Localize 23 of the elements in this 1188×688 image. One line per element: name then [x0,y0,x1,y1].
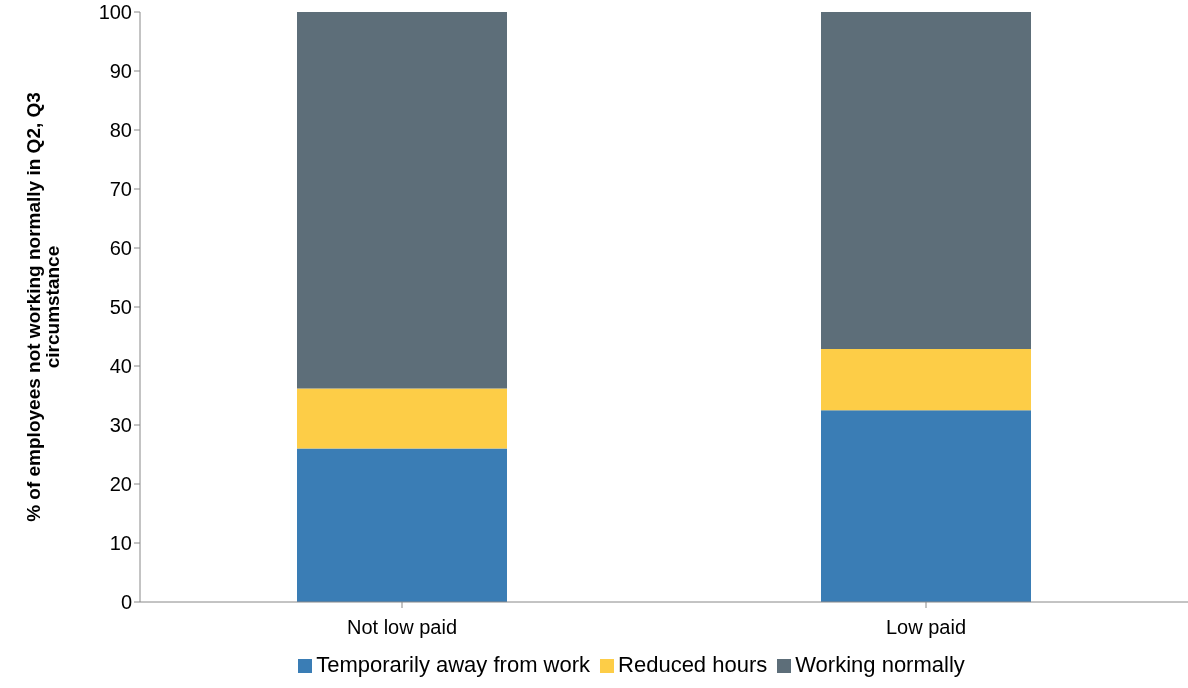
y-tick-label: 20 [109,473,132,496]
y-axis-title: % of employees not working normally in Q2, Q3 circumstance [23,92,64,522]
y-tick-label: 90 [109,60,132,83]
y-tick-label: 70 [109,178,132,201]
bar [297,388,507,449]
y-tick-label: 80 [109,119,132,142]
x-tick-label: Low paid [885,616,967,639]
bar [821,410,1031,602]
legend-label: Working normally [795,652,965,677]
y-tick-label: 100 [98,1,132,24]
bar [821,348,1031,411]
y-tick-label: 10 [109,532,132,555]
y-tick-label: 30 [109,414,132,437]
y-tick-label: 50 [109,296,132,319]
bar [821,12,1031,349]
legend-label: Reduced hours [618,652,768,677]
legend-label: Temporarily away from work [316,652,591,677]
x-tick-label: Not low paid [346,616,458,639]
y-tick-label: 40 [109,355,132,378]
bar [297,448,507,602]
bar [297,12,507,389]
y-tick-label: 0 [120,591,132,614]
y-tick-label: 60 [109,237,132,260]
